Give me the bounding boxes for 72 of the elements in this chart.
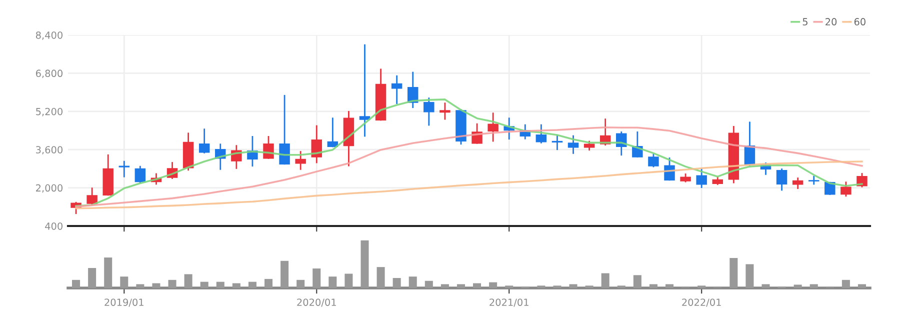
bar [489, 282, 498, 288]
candlestick [198, 128, 210, 154]
bar [88, 268, 96, 288]
candlestick [552, 134, 563, 150]
legend-label: 20 [826, 18, 837, 26]
bar [280, 260, 289, 288]
bar [633, 275, 642, 288]
bar [232, 283, 240, 288]
bar [569, 284, 578, 288]
bar [649, 284, 658, 288]
candlestick [792, 178, 804, 189]
bar [328, 276, 337, 288]
bar [248, 282, 256, 288]
bar [392, 278, 401, 288]
y-tick-label: 2,000 [36, 184, 62, 193]
x-tick-label: 2019/01 [104, 298, 144, 307]
candlestick [488, 112, 498, 142]
bar [762, 284, 770, 288]
candlestick [696, 168, 707, 188]
y-tick-label: 6,800 [36, 70, 62, 78]
bar [601, 273, 610, 288]
bar [424, 280, 433, 288]
candlestick [295, 151, 306, 170]
candlestick [648, 154, 659, 168]
x-tick-label: 2020/01 [297, 298, 336, 307]
bar [296, 280, 305, 288]
bar [376, 267, 385, 288]
bar [665, 284, 674, 288]
bar [794, 284, 802, 288]
y-tick-label: 5,200 [36, 108, 62, 116]
candlestick [359, 44, 370, 137]
y-tick-label: 400 [45, 222, 62, 230]
candlestick [440, 102, 450, 120]
candlestick [536, 124, 547, 144]
bar [120, 276, 128, 288]
bar [344, 274, 353, 288]
bar [360, 240, 369, 288]
candlestick [391, 75, 402, 104]
bar [473, 283, 482, 288]
legend-label: 5 [802, 18, 808, 26]
bar [858, 284, 866, 288]
candlestick [86, 188, 98, 205]
bar [168, 280, 176, 288]
bar [136, 284, 144, 288]
x-tick-label: 2021/01 [490, 298, 528, 307]
bar [312, 268, 321, 288]
bar [184, 274, 192, 288]
bar [152, 283, 160, 288]
bar [842, 280, 850, 288]
bar [216, 282, 224, 288]
bar [810, 284, 818, 288]
legend-label: 60 [854, 18, 866, 26]
candlestick [776, 168, 788, 191]
bar [72, 280, 80, 288]
candlestick [808, 176, 820, 185]
bar [746, 264, 754, 288]
x-tick-label: 2022/01 [682, 298, 721, 307]
bar [456, 284, 465, 288]
bar [200, 282, 208, 288]
bar [730, 258, 738, 288]
candlestick [424, 98, 434, 126]
candlestick [118, 160, 130, 178]
bar [408, 276, 417, 288]
y-tick-label: 3,600 [36, 146, 62, 154]
candlestick [568, 135, 579, 154]
candlestick [134, 166, 146, 184]
bar [264, 278, 273, 288]
bar [104, 258, 112, 288]
candlestick [279, 94, 290, 165]
candlestick [840, 182, 852, 197]
y-tick-label: 8,400 [36, 31, 62, 40]
bar [440, 284, 449, 288]
